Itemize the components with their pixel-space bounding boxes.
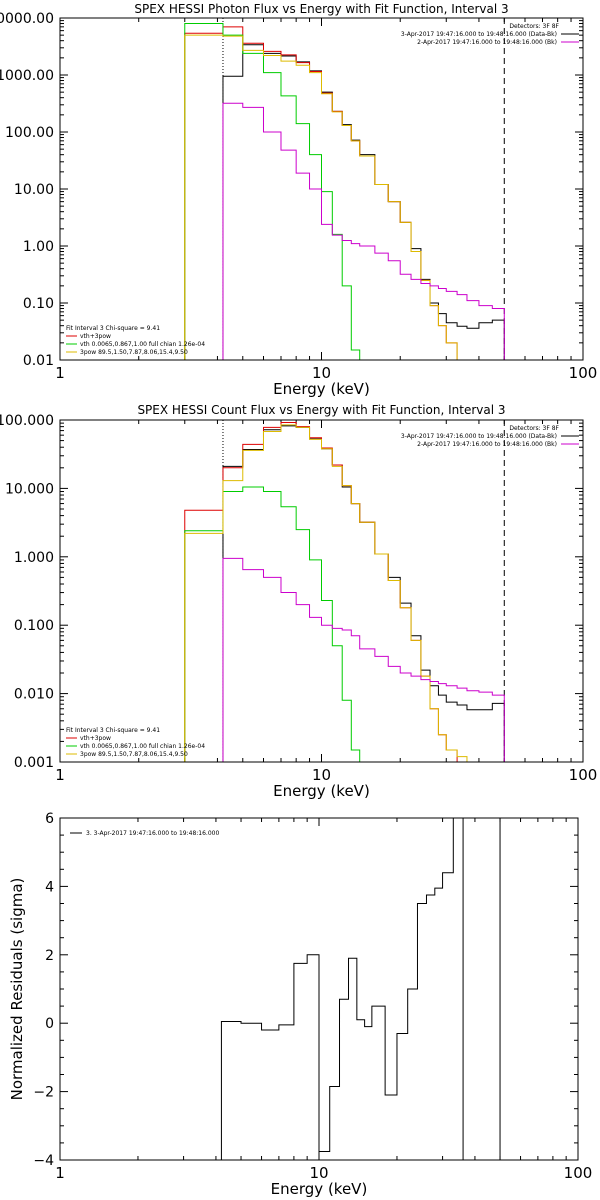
legend-entry-text: 3-Apr-2017 19:47:16.000 to 19:48:16.000 … (401, 433, 557, 440)
legend-entry-text: 2-Apr-2017 19:47:16.000 to 19:48:16.000 … (417, 441, 557, 448)
series-line-5 (222, 557, 505, 762)
series-line-2 (184, 26, 458, 360)
x-tick-label: 10 (312, 766, 331, 784)
x-tick-label: 100 (564, 1164, 593, 1182)
y-tick-label: 0.10 (23, 296, 54, 312)
legend-header: Detectors: 3F 8F (509, 23, 559, 30)
y-tick-label: 1.000 (14, 550, 54, 566)
x-tick-label: 1 (55, 766, 65, 784)
y-tick-label: −2 (33, 1085, 54, 1101)
series-line-1 (220, 818, 464, 1160)
chart-panel-2: SPEX HESSI Count Flux vs Energy with Fit… (0, 403, 597, 800)
y-tick-label: 100.000 (0, 413, 54, 429)
series-line-5 (222, 102, 505, 360)
series-line-4 (184, 424, 468, 762)
plot-frame (59, 17, 584, 361)
y-tick-label: 0.100 (14, 618, 54, 634)
y-tick-label: 100.00 (5, 125, 54, 141)
plot-area (184, 420, 505, 762)
chart-panel-1: SPEX HESSI Photon Flux vs Energy with Fi… (0, 2, 597, 398)
x-axis-label: Energy (keV) (273, 380, 370, 398)
chart-panel-3: 1 10 100 −4 −2 0 2 4 6 Energy (keV) Normalized Res… (8, 811, 592, 1198)
x-tick-label: 10 (312, 364, 331, 382)
legend-entry-text: 3pow 89.5,1.50,7.87,8.06,15.4,9.50 (80, 751, 188, 758)
y-tick-label: 4 (45, 879, 54, 895)
y-tick-label: 10.00 (14, 182, 54, 198)
plot-frame (59, 817, 579, 1161)
series-line-3 (184, 486, 361, 762)
y-tick-label: 0.001 (14, 755, 54, 771)
y-tick-label: 6 (45, 811, 54, 827)
series-line-1 (222, 425, 505, 762)
y-axis-label: Normalized Residuals (sigma) (8, 878, 26, 1101)
x-tick-label: 100 (569, 364, 598, 382)
x-axis-label: Energy (keV) (271, 1180, 368, 1198)
legend-entry-text: vth 0.0065,0.867,1.00 full chian 1.26e-0… (80, 341, 205, 348)
legend-entry-text: 3. 3-Apr-2017 19:47:16.000 to 19:48:16.0… (86, 830, 219, 837)
legend-entry-text: 3-Apr-2017 19:47:16.000 to 19:48:16.000 … (401, 31, 557, 38)
series-line-3 (184, 23, 361, 360)
x-tick-label: 1 (55, 1164, 65, 1182)
series-line-2 (184, 421, 458, 762)
y-tick-label: 0.010 (14, 687, 54, 703)
x-tick-label: 10 (309, 1164, 328, 1182)
legend-header: Fit Interval 3 Chi-square = 9.41 (66, 727, 160, 734)
x-tick-label: 100 (569, 766, 598, 784)
legend-entry-text: vth+3pow (80, 333, 111, 340)
legend-entry-text: vth+3pow (80, 735, 111, 742)
y-tick-label: 1.00 (23, 239, 54, 255)
series-line-1 (222, 44, 505, 360)
legend-entry-text: 3pow 89.5,1.50,7.87,8.06,15.4,9.50 (80, 349, 188, 356)
legend-entry-text: vth 0.0065,0.867,1.00 full chian 1.26e-0… (80, 743, 205, 750)
y-tick-label: 10000.00 (0, 11, 54, 27)
legend-header: Detectors: 3F 8F (509, 425, 559, 432)
legend-entry-text: 2-Apr-2017 19:47:16.000 to 19:48:16.000 … (417, 39, 557, 46)
y-tick-label: 0 (45, 1016, 54, 1032)
y-tick-label: −4 (33, 1153, 54, 1169)
plot-area (220, 818, 501, 1160)
legend-header: Fit Interval 3 Chi-square = 9.41 (66, 325, 160, 332)
series-line-4 (184, 34, 467, 360)
chart-title: SPEX HESSI Photon Flux vs Energy with Fi… (134, 2, 508, 16)
chart-title: SPEX HESSI Count Flux vs Energy with Fit… (137, 403, 505, 417)
y-tick-label: 0.01 (23, 353, 54, 369)
y-tick-label: 10.000 (5, 481, 54, 497)
x-axis-label: Energy (keV) (273, 782, 370, 800)
y-tick-label: 1000.00 (0, 68, 54, 84)
plot-frame (59, 419, 584, 763)
x-tick-label: 1 (55, 364, 65, 382)
plot-area (184, 18, 505, 360)
y-tick-label: 2 (45, 948, 54, 964)
